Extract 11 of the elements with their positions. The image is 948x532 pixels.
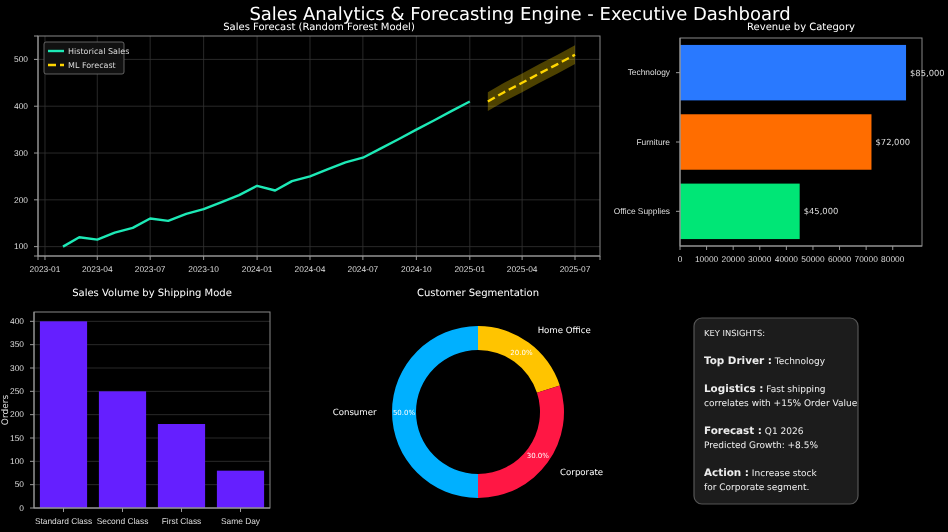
donut-slice [392, 326, 478, 498]
bar [680, 44, 907, 101]
donut-slice [478, 326, 560, 393]
bar [216, 470, 265, 508]
bar [680, 183, 800, 240]
bar [680, 114, 872, 170]
donut-slice [478, 385, 564, 498]
bar [157, 424, 206, 508]
bar [39, 321, 88, 508]
bar [98, 391, 147, 508]
line-series [61, 100, 472, 248]
